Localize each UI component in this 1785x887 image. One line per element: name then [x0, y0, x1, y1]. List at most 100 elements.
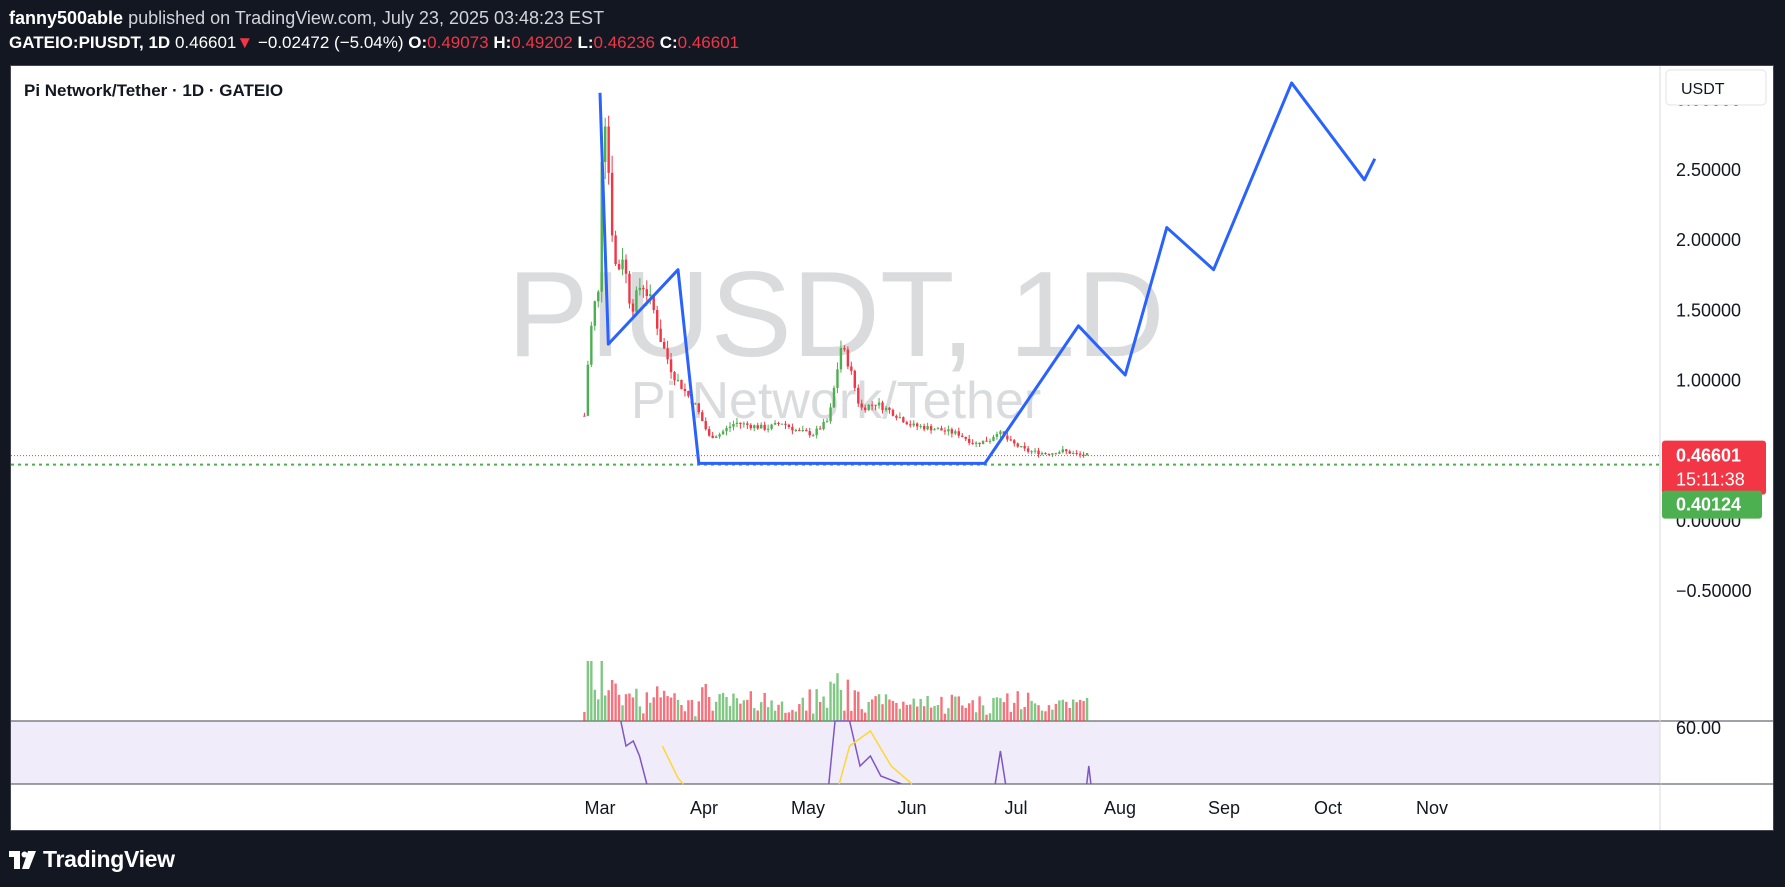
candle-body: [1026, 448, 1030, 452]
projection-polyline[interactable]: [598, 81, 1377, 465]
currency-button[interactable]: USDT: [1665, 69, 1767, 106]
volume-bar: [947, 708, 950, 721]
price-tick-label: 1.50000: [1676, 300, 1741, 320]
candle-body: [760, 424, 763, 429]
volume-bar: [721, 692, 725, 721]
volume-bar: [798, 704, 801, 721]
candle-body: [704, 421, 707, 430]
candle-body: [662, 341, 666, 349]
price-tick-label: 2.00000: [1676, 230, 1741, 250]
volume-bar: [988, 713, 992, 721]
time-tick-label: Aug: [1104, 798, 1136, 818]
pane-title: Pi Network/Tether · 1D · GATEIO: [24, 81, 283, 100]
volume-bar: [1085, 697, 1089, 721]
candle-body: [1051, 453, 1054, 455]
volume-bar: [645, 692, 648, 721]
low-label: L:: [577, 33, 594, 52]
candle-body: [1013, 440, 1016, 444]
volume-bar: [808, 689, 811, 721]
volume-bar: [766, 707, 770, 721]
volume-bar: [898, 708, 902, 721]
candle-body: [884, 407, 888, 411]
chart-canvas[interactable]: PIUSDT, 1D Pi Network/Tether Pi Network/…: [11, 66, 1773, 830]
volume-bar: [624, 694, 628, 721]
volume-bar: [971, 700, 974, 721]
volume-bar: [940, 696, 943, 721]
candle-body: [701, 412, 704, 422]
candle-body: [929, 426, 933, 431]
candle-body: [621, 259, 624, 270]
candle-body: [784, 423, 787, 425]
candle-body: [780, 423, 784, 425]
volume-bar: [780, 701, 784, 721]
volume-bar: [999, 698, 1002, 721]
candle-body: [853, 370, 856, 388]
volume-bar: [628, 693, 631, 721]
volume-bar: [739, 703, 742, 721]
volume-bar: [933, 705, 936, 721]
candle-body: [815, 428, 818, 436]
volume-bar: [711, 710, 714, 721]
time-tick-label: Mar: [585, 798, 616, 818]
price-tick-label: 2.50000: [1676, 160, 1741, 180]
support-badge: 0.40124: [1662, 490, 1762, 519]
volume-bar: [680, 704, 683, 721]
candle-body: [836, 369, 839, 389]
price-tick-label: −0.50000: [1676, 581, 1752, 601]
candle-body: [1058, 452, 1061, 454]
time-tick-label: May: [791, 798, 825, 818]
volume-bar: [1075, 702, 1078, 721]
candle-body: [981, 440, 985, 445]
candle-body: [753, 425, 756, 429]
candle-body: [749, 424, 752, 429]
volume-bar: [676, 699, 680, 721]
volume-bar: [656, 686, 659, 721]
candle-body: [950, 429, 954, 434]
candle-body: [985, 440, 988, 442]
candle-body: [694, 403, 697, 405]
tradingview-logo[interactable]: TradingView: [9, 846, 175, 873]
volume-bar: [853, 690, 856, 721]
volume-bar: [1040, 710, 1044, 721]
volume-bar: [1065, 701, 1068, 721]
volume-bar: [694, 716, 697, 721]
close-value: 0.46601: [677, 33, 740, 52]
price-axis[interactable]: −0.500000.000001.000001.500002.000002.50…: [1676, 90, 1752, 601]
rsi-line: [994, 750, 1007, 785]
volume-bar: [687, 700, 690, 721]
candle-body: [874, 404, 877, 406]
volume-bar: [607, 690, 610, 721]
volume-bar: [832, 683, 836, 721]
open-label: O:: [408, 33, 428, 52]
volume-bar: [1002, 702, 1006, 721]
candle-body: [638, 287, 642, 291]
candle-body: [808, 431, 811, 436]
candle-body: [999, 431, 1002, 435]
candle-body: [964, 436, 967, 439]
candle-body: [600, 161, 603, 292]
volume-bar: [912, 698, 915, 721]
candle-body: [794, 430, 798, 432]
volume-bar: [1006, 693, 1009, 721]
countdown-timer: 15:11:38: [1676, 470, 1745, 490]
time-tick-label: Apr: [690, 798, 718, 818]
time-axis[interactable]: Mar Apr May Jun Jul Aug Sep Oct Nov: [585, 798, 1449, 818]
volume-bar: [704, 683, 707, 721]
candle-body: [839, 348, 843, 370]
candle-body: [1033, 450, 1037, 452]
volume-bar: [642, 713, 645, 721]
chart-frame[interactable]: PIUSDT, 1D Pi Network/Tether Pi Network/…: [10, 65, 1774, 831]
volume-bar: [929, 707, 933, 721]
volume-bar: [669, 697, 673, 721]
candle-body: [742, 423, 746, 425]
volume-bar: [957, 696, 960, 721]
candle-body: [614, 235, 617, 265]
volume-bar: [974, 712, 978, 721]
volume-bar: [1072, 699, 1075, 721]
volume-bar: [864, 712, 867, 721]
author-name[interactable]: fanny500able: [9, 8, 124, 28]
time-tick-label: Oct: [1314, 798, 1342, 818]
candle-body: [676, 379, 680, 381]
candle-body: [631, 303, 635, 312]
candle-body: [912, 423, 915, 426]
